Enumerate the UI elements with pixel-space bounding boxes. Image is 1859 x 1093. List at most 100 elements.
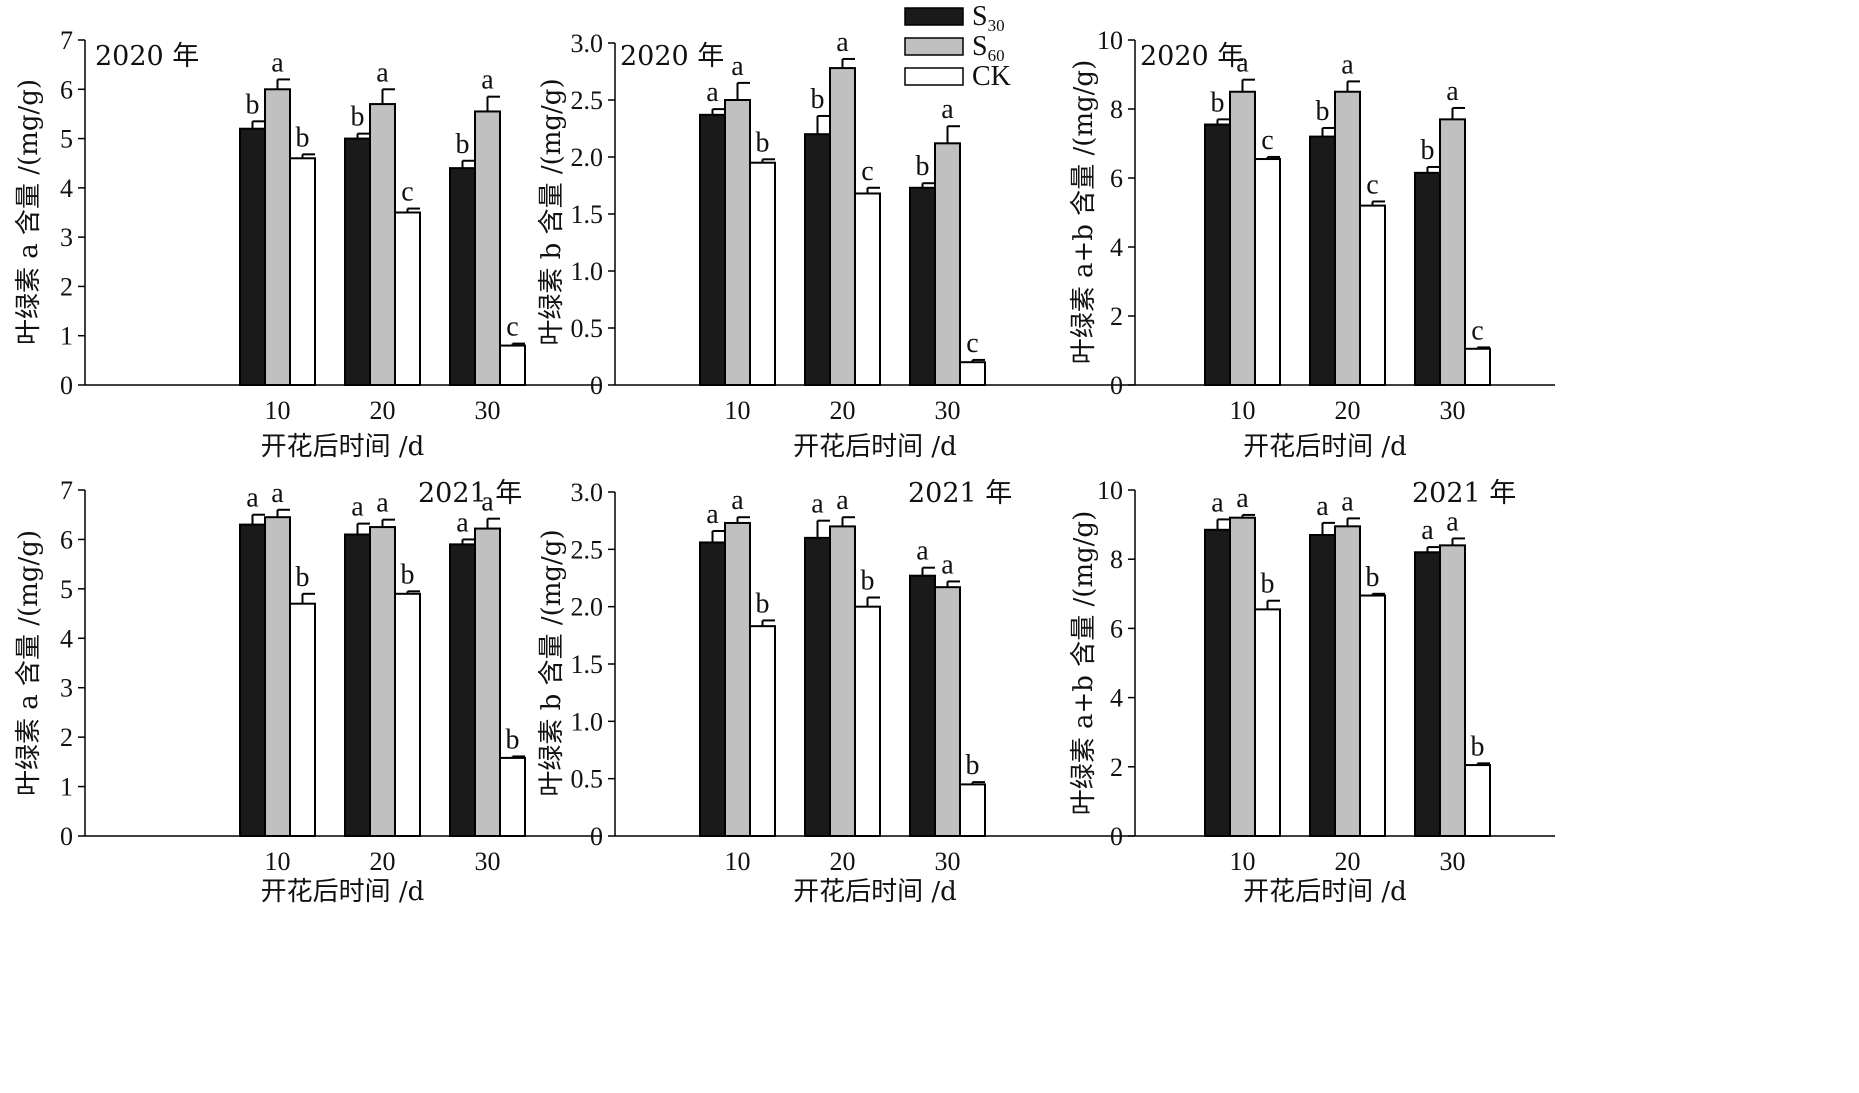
bar — [1414, 551, 1441, 838]
y-tick-label: 4 — [1110, 684, 1123, 713]
bar — [804, 536, 831, 837]
legend-label: S30 — [972, 1, 1005, 35]
y-tick-label: 5 — [60, 575, 73, 604]
bar — [394, 211, 421, 386]
significance-label: b — [756, 127, 770, 158]
bar — [474, 527, 501, 837]
significance-label: c — [1261, 125, 1273, 156]
year-label: 2020 年 — [95, 41, 199, 72]
bar — [1414, 171, 1441, 386]
significance-label: b — [1366, 562, 1380, 593]
bar — [369, 103, 396, 386]
x-tick-label: 30 — [1440, 847, 1466, 876]
significance-label: a — [811, 489, 824, 520]
significance-label: b — [246, 89, 260, 120]
y-tick-label: 1 — [60, 322, 73, 351]
bar — [1309, 135, 1336, 386]
y-tick-label: 10 — [1097, 26, 1123, 55]
bar — [499, 344, 526, 387]
y-tick-label: 1 — [60, 773, 73, 802]
legend-label: CK — [972, 61, 1011, 92]
significance-label: a — [706, 77, 719, 108]
x-tick-label: 20 — [1335, 396, 1361, 425]
year-label: 2021 年 — [1412, 478, 1516, 509]
significance-label: a — [351, 492, 364, 523]
significance-label: b — [1421, 135, 1435, 166]
bar — [474, 110, 501, 386]
x-tick-label: 10 — [265, 396, 291, 425]
bar — [264, 516, 291, 838]
significance-label: a — [1341, 49, 1354, 80]
bar — [1334, 525, 1361, 838]
bar — [1439, 118, 1466, 386]
y-tick-label: 2.5 — [571, 86, 604, 115]
bar — [1359, 204, 1386, 386]
significance-label: a — [271, 478, 284, 509]
significance-label: a — [706, 499, 719, 530]
y-tick-label: 10 — [1097, 476, 1123, 505]
significance-label: a — [731, 51, 744, 82]
bar — [289, 602, 316, 838]
bar — [699, 113, 726, 386]
bar — [449, 167, 476, 386]
y-axis-title: 叶绿素 a+b 含量 /(mg/g) — [1069, 60, 1099, 364]
y-tick-label: 4 — [1110, 233, 1123, 262]
chart-panel: 00.51.01.52.02.53.0aab10bac20bac30开花后时间 … — [537, 27, 1135, 462]
x-tick-label: 30 — [475, 847, 501, 876]
significance-label: a — [1446, 76, 1459, 107]
bar — [749, 161, 776, 386]
x-tick-label: 10 — [265, 847, 291, 876]
significance-label: b — [296, 562, 310, 593]
bar — [1254, 158, 1281, 386]
significance-label: a — [271, 47, 284, 78]
year-label: 2020 年 — [1140, 41, 1244, 72]
y-tick-label: 1.0 — [571, 707, 604, 736]
significance-label: a — [1341, 486, 1354, 517]
legend-label: S60 — [972, 31, 1005, 65]
significance-label: a — [246, 483, 259, 514]
y-tick-label: 2 — [1110, 753, 1123, 782]
y-tick-label: 2 — [60, 272, 73, 301]
significance-label: c — [861, 156, 873, 187]
significance-label: b — [861, 565, 875, 596]
significance-label: c — [966, 328, 978, 359]
y-tick-label: 0.5 — [571, 314, 604, 343]
significance-label: c — [401, 177, 413, 208]
bar — [449, 543, 476, 837]
x-tick-label: 20 — [830, 847, 856, 876]
bar — [909, 574, 936, 837]
bar — [1229, 516, 1256, 837]
x-tick-label: 30 — [1440, 396, 1466, 425]
significance-label: b — [1471, 731, 1485, 762]
year-label: 2021 年 — [908, 478, 1012, 509]
x-tick-label: 30 — [475, 396, 501, 425]
legend-item: S30 — [904, 1, 1005, 35]
bar — [1254, 608, 1281, 837]
y-tick-label: 7 — [60, 476, 73, 505]
bar — [499, 756, 526, 837]
y-tick-label: 3 — [60, 674, 73, 703]
y-tick-label: 0 — [60, 371, 73, 400]
y-tick-label: 0 — [590, 822, 603, 851]
bar — [1464, 347, 1491, 386]
y-tick-label: 2 — [1110, 302, 1123, 331]
x-tick-label: 10 — [1230, 847, 1256, 876]
significance-label: b — [506, 724, 520, 755]
significance-label: a — [836, 27, 849, 58]
y-tick-label: 3.0 — [571, 478, 604, 507]
x-tick-label: 20 — [1335, 847, 1361, 876]
legend-subscript: 30 — [988, 16, 1005, 35]
significance-label: a — [1446, 506, 1459, 537]
x-axis-title: 开花后时间 /d — [793, 432, 957, 462]
y-tick-label: 0.5 — [571, 765, 604, 794]
significance-label: a — [731, 485, 744, 516]
significance-label: b — [966, 750, 980, 781]
y-tick-label: 0 — [1110, 822, 1123, 851]
y-tick-label: 5 — [60, 125, 73, 154]
bar — [369, 526, 396, 837]
